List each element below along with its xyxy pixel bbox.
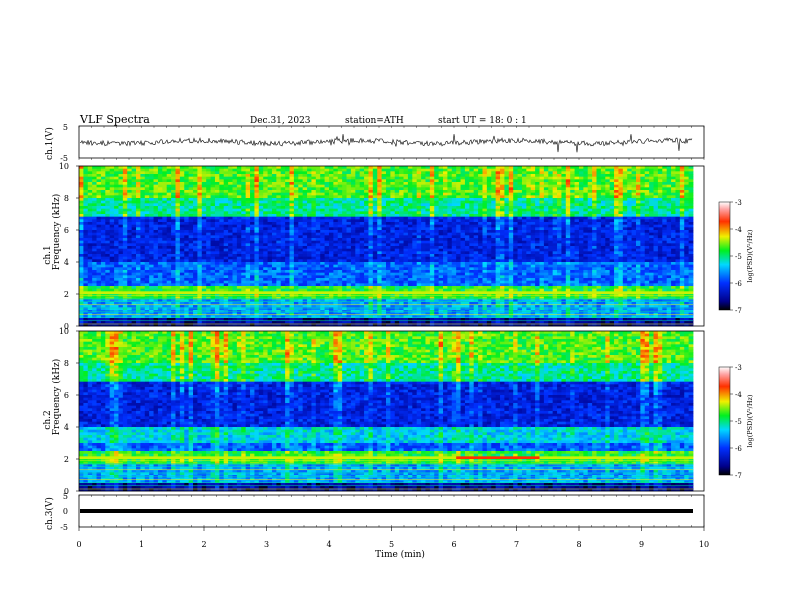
colorbar-ch2: -3 -4 -5 -6 -7 log(PSD)(V²/Hz) xyxy=(718,364,754,480)
x-tick-label: 8 xyxy=(576,540,581,549)
ch1-ylabel: ch.1(V) xyxy=(44,127,55,160)
ch3-ylabel: ch.3(V) xyxy=(44,497,55,530)
ch1-freq-tick-label: 8 xyxy=(64,194,69,203)
colorbar-tick-label: -6 xyxy=(735,280,742,288)
ch1-spec-ylabel-top: ch.1 xyxy=(43,245,53,264)
ch2-freq-tick-label: 8 xyxy=(64,359,69,368)
ch2-spec-ylabel-top: ch.2 xyxy=(43,410,53,429)
x-tick-label: 1 xyxy=(139,540,144,549)
date-label: Dec.31, 2023 xyxy=(250,116,311,126)
colorbar-tick-label: -6 xyxy=(735,445,742,453)
x-tick-label: 10 xyxy=(699,540,709,549)
ch1-waveform-panel xyxy=(78,125,705,159)
ch3-ytick-top: 5 xyxy=(63,492,68,501)
ch3-waveform-line xyxy=(80,509,693,513)
ch1-freq-tick-label: 6 xyxy=(64,226,69,235)
ch1-ytick-top: 5 xyxy=(63,123,68,132)
colorbar-tick-label: -3 xyxy=(735,199,742,207)
colorbar-label: log(PSD)(V²/Hz) xyxy=(746,229,754,282)
colorbar-tick-label: -7 xyxy=(735,472,742,480)
ch1-spectrogram-panel: 0 2 4 6 8 10 xyxy=(59,162,705,331)
ch1-spec-ylabel: Frequency (kHz) xyxy=(51,194,62,271)
ch1-freq-tick-label: 10 xyxy=(59,162,69,171)
colorbar-tick-label: -5 xyxy=(735,418,742,426)
ch2-spec-ylabel: Frequency (kHz) xyxy=(51,359,62,436)
station-label: station=ATH xyxy=(345,116,404,126)
colorbar-tick-label: -4 xyxy=(735,226,742,234)
x-tick-label: 4 xyxy=(326,540,331,549)
x-tick-label: 0 xyxy=(76,540,81,549)
ch3-ytick-mid: 0 xyxy=(63,507,68,516)
colorbar-tick-label: -5 xyxy=(735,253,742,261)
ch1-freq-tick-label: 2 xyxy=(64,290,69,299)
start-time-label: start UT = 18: 0 : 1 xyxy=(438,116,527,126)
ch2-freq-tick-label: 6 xyxy=(64,391,69,400)
x-tick-label: 5 xyxy=(389,540,394,549)
x-tick-label: 7 xyxy=(514,540,519,549)
x-tick-label: 2 xyxy=(201,540,206,549)
x-axis-ticks: 0 1 2 3 4 5 6 7 8 9 10 xyxy=(76,126,709,549)
colorbar-tick-label: -7 xyxy=(735,307,742,315)
figure-title: VLF Spectra xyxy=(79,113,150,126)
ch3-ytick-bottom: -5 xyxy=(60,523,68,532)
colorbar-tick-label: -4 xyxy=(735,391,742,399)
x-tick-label: 6 xyxy=(451,540,456,549)
ch2-freq-tick-label: 0 xyxy=(64,487,69,496)
x-tick-label: 3 xyxy=(264,540,269,549)
ch1-freq-tick-label: 0 xyxy=(64,322,69,331)
ch1-waveform-line xyxy=(79,134,693,153)
colorbar-tick-label: -3 xyxy=(735,364,742,372)
ch2-freq-tick-label: 4 xyxy=(64,423,69,432)
colorbar-ch1: -3 -4 -5 -6 -7 log(PSD)(V²/Hz) xyxy=(718,199,754,315)
colorbar-label: log(PSD)(V²/Hz) xyxy=(746,394,754,447)
ch2-freq-tick-label: 10 xyxy=(59,327,69,336)
x-axis-label: Time (min) xyxy=(375,549,425,560)
ch1-ytick-bottom: -5 xyxy=(60,154,68,163)
ch2-freq-tick-label: 2 xyxy=(64,455,69,464)
x-tick-label: 9 xyxy=(639,540,644,549)
ch1-freq-tick-label: 4 xyxy=(64,258,69,267)
ch2-spectrogram-panel: 0 2 4 6 8 10 xyxy=(59,327,705,496)
